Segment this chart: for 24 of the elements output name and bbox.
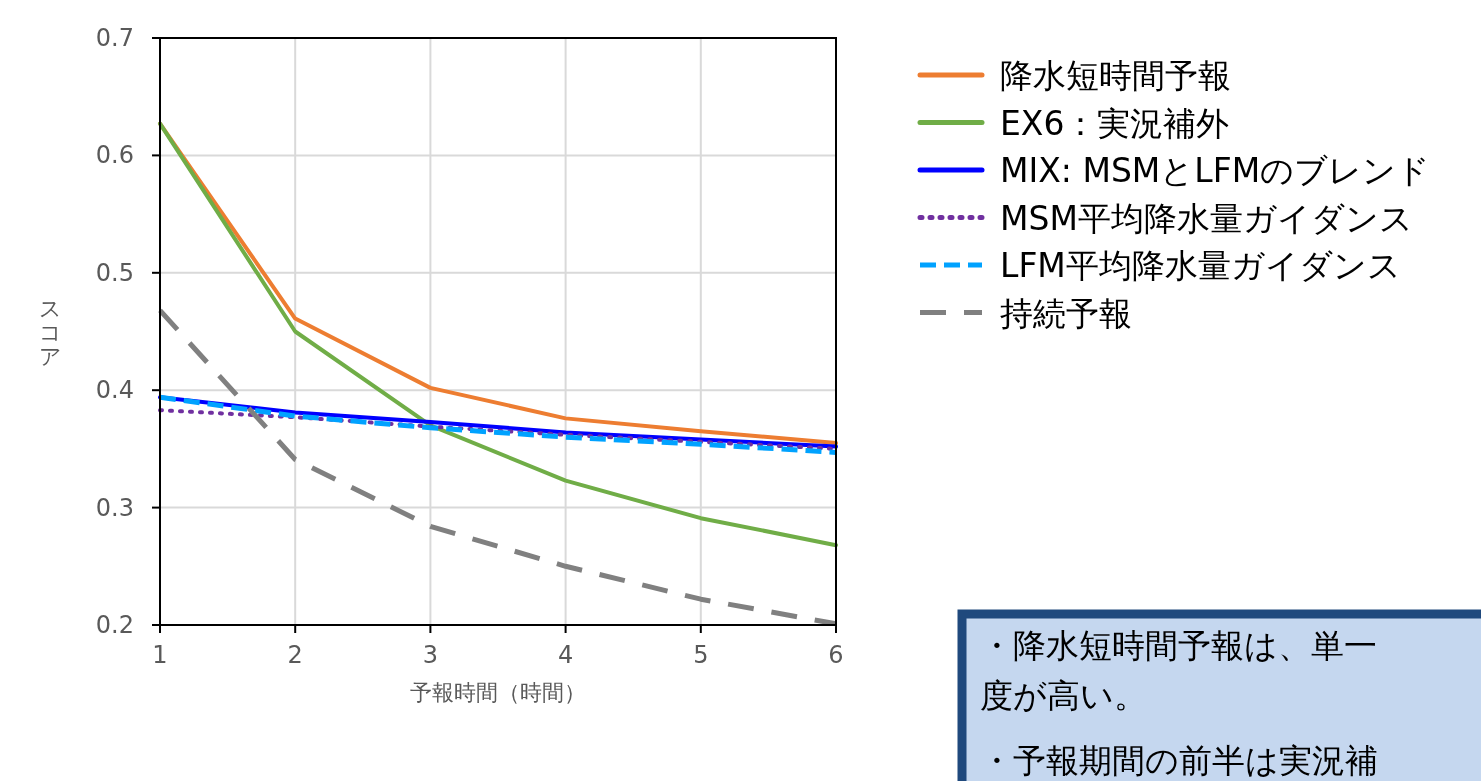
text: ・予報期間の前半は実況補 bbox=[980, 741, 1378, 780]
x-tick-label: 3 bbox=[422, 641, 439, 669]
legend-label: MSM平均降水量ガイダンス bbox=[1000, 198, 1413, 238]
x-tick-label: 5 bbox=[693, 641, 709, 669]
y-axis-title: スコア bbox=[38, 295, 62, 369]
line-series bbox=[158, 121, 838, 548]
legend-label: MIX: MSMとLFMのブレンド bbox=[1000, 151, 1431, 190]
x-tick-label: 2 bbox=[287, 641, 303, 669]
y-tick-label: 0.5 bbox=[95, 258, 134, 287]
y-tick-label: 0.7 bbox=[95, 24, 134, 52]
y-tick-label: 0.4 bbox=[95, 376, 134, 405]
legend-label: 降水短時間予報 bbox=[1000, 56, 1231, 95]
x-axis-title: 予報時間（時間） bbox=[410, 680, 586, 705]
legend-label: EX6：実況補外 bbox=[1000, 103, 1230, 143]
y-tick-label: 0.3 bbox=[95, 493, 134, 522]
legend-label: LFM平均降水量ガイダンス bbox=[1000, 246, 1401, 285]
y-tick-label: 0.2 bbox=[95, 611, 134, 639]
text: 度が高い。 bbox=[980, 676, 1147, 715]
x-tick-label: 1 bbox=[152, 641, 168, 669]
y-tick-label: 0.6 bbox=[95, 141, 134, 170]
x-tick-label: 4 bbox=[557, 641, 574, 669]
legend-label: 持続予報 bbox=[1000, 293, 1132, 333]
x-tick-label: 6 bbox=[828, 641, 844, 669]
text: ・降水短時間予報は、単一 bbox=[980, 626, 1377, 665]
